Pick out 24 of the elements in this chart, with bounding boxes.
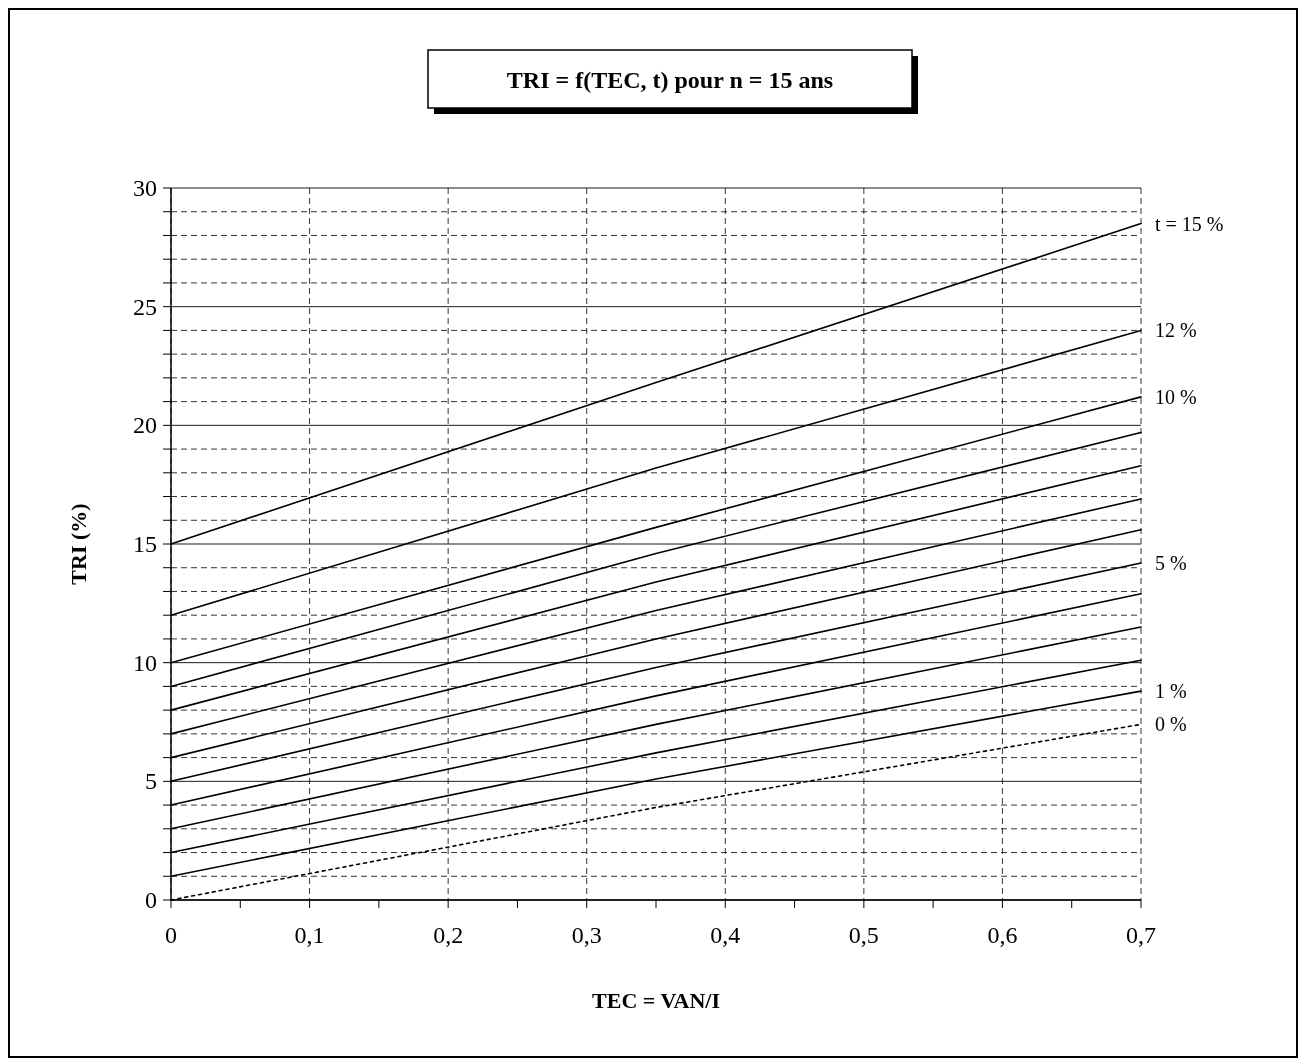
x-axis-title: TEC = VAN/I — [592, 988, 720, 1013]
y-tick-label: 25 — [133, 293, 157, 320]
x-tick-label: 0 — [165, 922, 177, 948]
x-tick-label: 0,3 — [571, 922, 602, 948]
y-tick-label: 30 — [133, 175, 157, 201]
series-label: 1 % — [1155, 680, 1187, 703]
x-tick-label: 0,5 — [848, 922, 879, 948]
series-label: 12 % — [1155, 319, 1197, 342]
y-tick-label: 5 — [145, 768, 157, 795]
y-axis-title: TRI (%) — [66, 503, 91, 585]
x-tick-label: 0,7 — [1126, 922, 1156, 948]
series-label: 0 % — [1155, 713, 1187, 736]
x-tick-label: 0,2 — [433, 922, 464, 948]
x-tick-label: 0,1 — [294, 922, 325, 948]
series-label: 10 % — [1155, 385, 1197, 408]
series-label: 5 % — [1155, 551, 1187, 574]
y-tick-label: 20 — [133, 412, 157, 439]
y-tick-label: 15 — [133, 531, 157, 557]
x-tick-label: 0,6 — [987, 922, 1018, 948]
x-tick-label: 0,4 — [710, 922, 741, 948]
y-tick-label: 0 — [145, 887, 157, 913]
y-tick-label: 10 — [133, 649, 157, 676]
series-label: t = 15 % — [1155, 212, 1224, 235]
chart-title: TRI = f(TEC, t) pour n = 15 ans — [506, 67, 834, 93]
